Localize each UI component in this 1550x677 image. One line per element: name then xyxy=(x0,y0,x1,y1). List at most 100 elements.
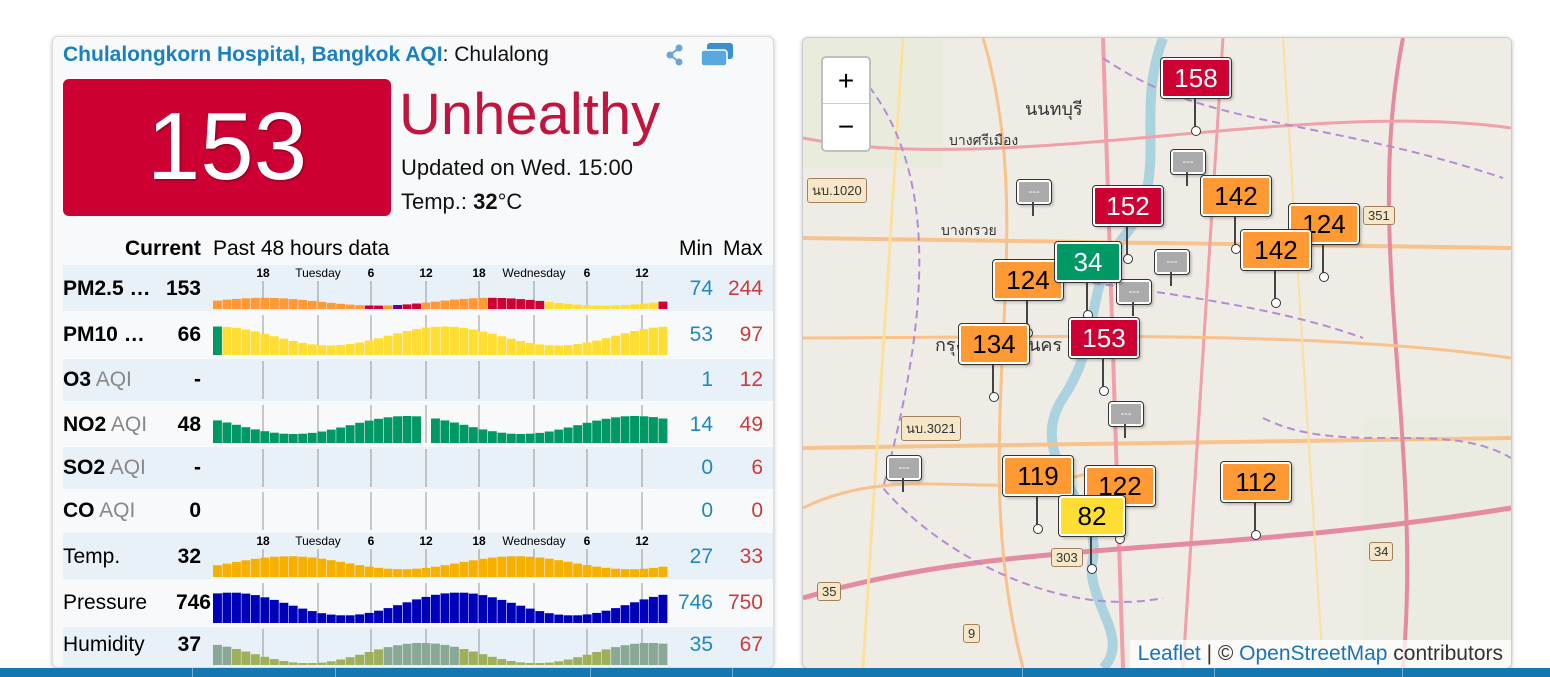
marker-pin xyxy=(1322,242,1324,274)
map-label: บางกรวย xyxy=(941,222,997,238)
map-label: บางศรีเมือง xyxy=(949,132,1019,148)
history-bar xyxy=(355,614,365,623)
station-marker[interactable]: 152 xyxy=(1092,185,1164,227)
history-bar xyxy=(250,558,260,577)
station-marker-empty[interactable]: --- xyxy=(1154,249,1190,275)
station-marker[interactable]: 34 xyxy=(1054,241,1122,283)
marker-pin-head xyxy=(1123,254,1133,264)
history-bar xyxy=(402,602,412,623)
history-bar xyxy=(250,429,260,443)
history-bar xyxy=(298,433,308,443)
map-tiles[interactable] xyxy=(803,38,1511,668)
station-marker[interactable]: 82 xyxy=(1058,495,1126,537)
history-bar xyxy=(601,649,611,665)
history-bar xyxy=(459,298,469,309)
share-icon[interactable] xyxy=(663,43,687,67)
map[interactable]: นนทบุรี บางศรีเมือง บางกรวย กรุงเทพมหานค… xyxy=(802,37,1512,669)
history-bar xyxy=(431,418,440,443)
axis-tick-label: 12 xyxy=(419,534,433,548)
history-bar xyxy=(326,429,336,443)
history-bar xyxy=(516,434,526,443)
history-bar xyxy=(620,416,630,443)
max-value: 33 xyxy=(739,545,763,568)
station-link[interactable]: Chulalongkorn Hospital, Bangkok AQI xyxy=(63,43,443,66)
history-bar xyxy=(374,338,383,355)
history-sparkline[interactable] xyxy=(213,627,668,667)
station-marker[interactable]: 124 xyxy=(992,259,1064,301)
station-marker[interactable]: 142 xyxy=(1240,229,1312,271)
history-bar xyxy=(468,298,478,309)
history-bar xyxy=(374,649,383,665)
history-bar xyxy=(450,326,459,355)
history-sparkline[interactable]: 18 Tuesday 6 12 18 Wednesday 6 12 xyxy=(213,265,668,311)
history-bar xyxy=(288,662,298,665)
history-sparkline[interactable] xyxy=(213,490,668,532)
station-marker-empty[interactable]: --- xyxy=(1116,279,1152,305)
marker-pin xyxy=(1194,96,1196,128)
station-marker[interactable]: 158 xyxy=(1160,57,1232,99)
window-icon[interactable] xyxy=(699,41,735,69)
station-marker-empty[interactable]: --- xyxy=(1170,149,1206,175)
history-sparkline[interactable]: 18 Tuesday 6 12 18 Wednesday 6 12 xyxy=(213,533,668,579)
leaflet-link[interactable]: Leaflet xyxy=(1137,642,1201,665)
history-bar xyxy=(573,657,583,665)
history-bar xyxy=(630,304,639,309)
history-bar xyxy=(307,663,317,665)
history-bar xyxy=(525,299,535,309)
history-bar xyxy=(468,427,478,443)
pollutant-row: NO2 AQI 48 14 49 xyxy=(63,403,773,445)
station-marker-empty[interactable]: --- xyxy=(1108,401,1144,427)
history-bar xyxy=(326,302,336,309)
history-sparkline[interactable] xyxy=(213,313,668,357)
pollutant-label: SO2 AQI xyxy=(63,456,146,479)
station-marker[interactable]: 119 xyxy=(1002,455,1074,497)
history-sparkline[interactable] xyxy=(213,581,668,625)
history-bar xyxy=(620,605,630,623)
history-bar xyxy=(592,340,602,355)
history-sparkline[interactable] xyxy=(213,447,668,489)
max-value: 0 xyxy=(751,499,763,522)
pollutant-label: CO AQI xyxy=(63,499,136,522)
axis-tick-label: 6 xyxy=(368,266,375,280)
temperature: Temp.: 32°C xyxy=(401,189,523,214)
station-marker-empty[interactable]: --- xyxy=(1016,179,1052,205)
history-bar xyxy=(279,602,289,623)
station-marker[interactable]: 153 xyxy=(1068,317,1140,359)
history-bar xyxy=(620,569,630,577)
history-bar xyxy=(393,605,402,623)
station-marker[interactable]: 142 xyxy=(1200,175,1272,217)
history-bar xyxy=(535,300,545,309)
history-bar xyxy=(288,434,298,443)
history-bar xyxy=(431,594,440,623)
station-marker[interactable]: 112 xyxy=(1220,461,1292,503)
history-bar xyxy=(592,652,602,665)
station-marker[interactable]: 134 xyxy=(958,323,1030,365)
history-bar xyxy=(459,592,469,623)
history-bar xyxy=(658,566,668,577)
max-value: 67 xyxy=(739,633,763,656)
map-label: นนทบุรี xyxy=(1025,99,1083,119)
history-bar xyxy=(573,615,583,623)
station-marker-empty[interactable]: --- xyxy=(886,455,922,481)
history-bar xyxy=(269,336,279,355)
zoom-in-button[interactable]: + xyxy=(823,58,869,104)
history-bar xyxy=(525,556,535,577)
history-bar xyxy=(487,557,497,577)
history-sparkline[interactable] xyxy=(213,403,668,445)
history-bar xyxy=(326,614,336,623)
history-bar xyxy=(525,663,535,665)
history-bar xyxy=(355,654,365,665)
zoom-out-button[interactable]: − xyxy=(837,111,855,142)
history-bar xyxy=(497,336,507,355)
history-bar xyxy=(468,593,478,623)
history-bar xyxy=(497,556,507,577)
history-bar xyxy=(260,656,270,665)
history-bar xyxy=(620,645,630,665)
current-value: 66 xyxy=(177,323,201,346)
history-bar xyxy=(345,657,355,665)
history-bar xyxy=(563,659,573,665)
history-sparkline[interactable] xyxy=(213,359,668,401)
history-bar xyxy=(288,341,298,355)
osm-link[interactable]: OpenStreetMap xyxy=(1239,642,1388,665)
history-bar xyxy=(649,567,658,577)
